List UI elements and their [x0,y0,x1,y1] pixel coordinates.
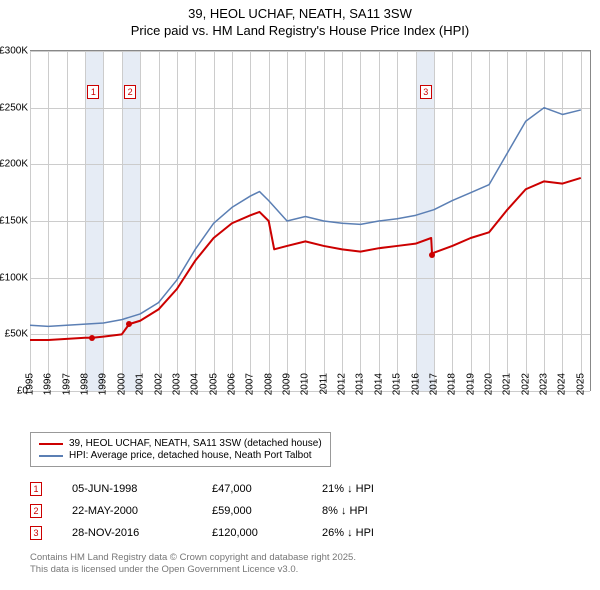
y-axis-label: £300K [0,46,28,57]
chart-marker-box: 2 [124,85,136,99]
legend-item-hpi: HPI: Average price, detached house, Neat… [39,450,322,461]
legend-swatch-subject [39,443,63,445]
title-line-1: 39, HEOL UCHAF, NEATH, SA11 3SW [0,6,600,23]
y-axis-label: £50K [0,329,28,340]
legend-swatch-hpi [39,455,63,457]
sale-dot [429,252,435,258]
sale-delta: 21% ↓ HPI [322,483,442,495]
legend-label-hpi: HPI: Average price, detached house, Neat… [69,450,312,461]
sale-date: 05-JUN-1998 [72,483,212,495]
sale-price: £120,000 [212,527,322,539]
footnote: Contains HM Land Registry data © Crown c… [30,552,356,577]
chart-container: 39, HEOL UCHAF, NEATH, SA11 3SW Price pa… [0,0,600,590]
sale-row: 1 05-JUN-1998 £47,000 21% ↓ HPI [30,478,442,500]
y-axis-label: £100K [0,272,28,283]
footnote-line-1: Contains HM Land Registry data © Crown c… [30,552,356,564]
chart-marker-box: 1 [87,85,99,99]
sale-row: 2 22-MAY-2000 £59,000 8% ↓ HPI [30,500,442,522]
sale-table: 1 05-JUN-1998 £47,000 21% ↓ HPI 2 22-MAY… [30,478,442,544]
y-axis-label: £150K [0,216,28,227]
legend-item-subject: 39, HEOL UCHAF, NEATH, SA11 3SW (detache… [39,438,322,449]
sale-price: £59,000 [212,505,322,517]
sale-dot [126,321,132,327]
sale-date: 22-MAY-2000 [72,505,212,517]
chart-marker-box: 3 [420,85,432,99]
y-axis-label: £250K [0,102,28,113]
y-axis-label: £200K [0,159,28,170]
sale-marker-1: 1 [30,482,42,496]
sale-delta: 26% ↓ HPI [322,527,442,539]
legend-label-subject: 39, HEOL UCHAF, NEATH, SA11 3SW (detache… [69,438,322,449]
sale-date: 28-NOV-2016 [72,527,212,539]
sale-row: 3 28-NOV-2016 £120,000 26% ↓ HPI [30,522,442,544]
title-line-2: Price paid vs. HM Land Registry's House … [0,23,600,40]
footnote-line-2: This data is licensed under the Open Gov… [30,564,356,576]
plot-svg [30,51,590,391]
legend: 39, HEOL UCHAF, NEATH, SA11 3SW (detache… [30,432,331,467]
sale-dot [89,335,95,341]
sale-marker-3: 3 [30,526,42,540]
chart-title: 39, HEOL UCHAF, NEATH, SA11 3SW Price pa… [0,0,600,40]
sale-delta: 8% ↓ HPI [322,505,442,517]
sale-price: £47,000 [212,483,322,495]
chart-area: £0£50K£100K£150K£200K£250K£300K199519961… [30,50,591,391]
sale-marker-2: 2 [30,504,42,518]
